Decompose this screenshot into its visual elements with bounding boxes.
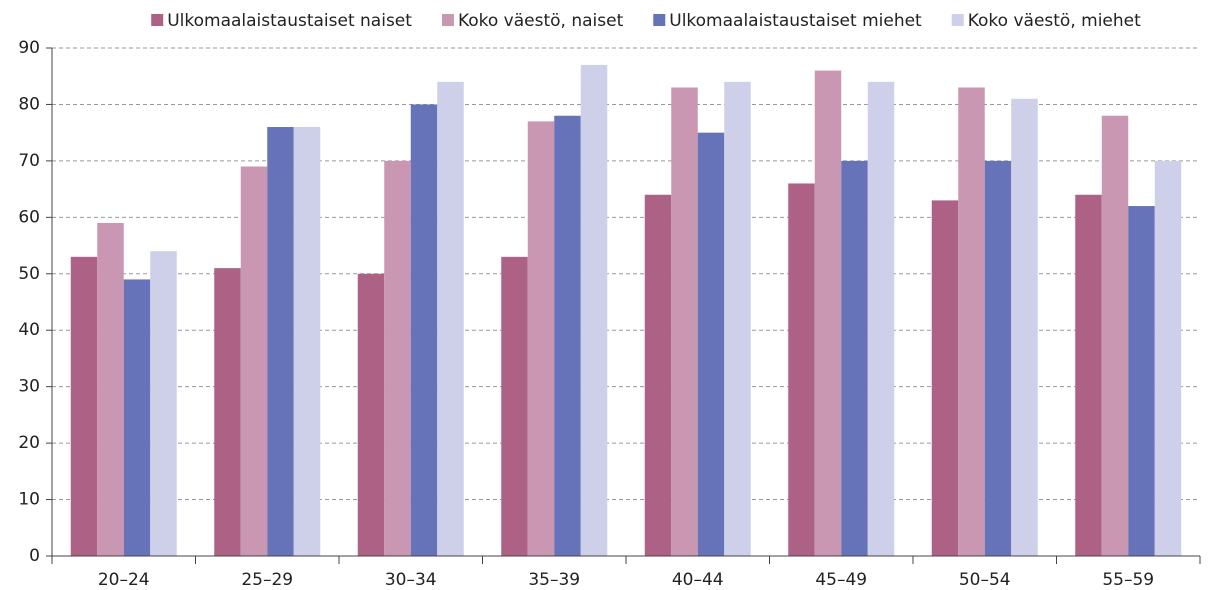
y-tick-label: 20 [18, 433, 40, 453]
bar [1154, 160, 1182, 556]
bar [814, 70, 842, 557]
bar [931, 200, 959, 556]
bar [437, 81, 464, 556]
bar [958, 87, 985, 556]
legend-label: Koko väestö, miehet [968, 11, 1141, 31]
bar [357, 273, 385, 556]
bar [554, 115, 581, 556]
bar [1128, 206, 1155, 557]
x-tick-label: 30–34 [385, 570, 437, 590]
legend-swatch [653, 14, 666, 26]
legend-swatch [151, 14, 164, 26]
bar [697, 132, 725, 556]
legend-label: Ulkomaalaistaustaiset naiset [167, 11, 412, 31]
bar [123, 279, 151, 556]
x-tick-label: 55–59 [1102, 570, 1154, 590]
y-tick-label: 30 [18, 377, 40, 397]
x-tick-label: 40–44 [672, 570, 724, 590]
legend-swatch [951, 14, 964, 26]
bar [410, 104, 438, 556]
y-tick-label: 90 [18, 38, 40, 58]
legend-label: Koko väestö, naiset [458, 11, 624, 31]
bar [384, 160, 411, 556]
x-tick-label: 20–24 [98, 570, 150, 590]
y-tick-label: 70 [18, 151, 40, 171]
bar [97, 222, 124, 556]
bar [293, 127, 321, 557]
bar [841, 160, 868, 556]
bar [644, 194, 672, 556]
x-tick-label: 45–49 [815, 570, 867, 590]
legend-label: Ulkomaalaistaustaiset miehet [669, 11, 922, 31]
bar [580, 64, 608, 556]
bar [214, 268, 241, 556]
bar [671, 87, 698, 556]
y-tick-label: 50 [18, 264, 40, 284]
bar [240, 166, 268, 557]
y-tick-label: 40 [18, 320, 40, 340]
bar [70, 256, 98, 556]
y-tick-label: 10 [18, 490, 40, 510]
x-tick-label: 25–29 [241, 570, 293, 590]
bar [788, 183, 815, 556]
bar [150, 251, 177, 556]
bar [1011, 98, 1038, 557]
x-tick-label: 50–54 [959, 570, 1011, 590]
bar [867, 81, 895, 556]
bar [527, 121, 555, 556]
legend-swatch [441, 14, 454, 26]
bar [267, 127, 294, 557]
y-tick-label: 60 [18, 207, 40, 227]
bar [724, 81, 751, 556]
y-tick-label: 80 [18, 94, 40, 114]
bar [501, 256, 528, 556]
bar [984, 160, 1012, 556]
bar [1075, 194, 1102, 556]
bar [1101, 115, 1129, 556]
x-tick-label: 35–39 [528, 570, 580, 590]
y-tick-label: 0 [29, 546, 40, 566]
